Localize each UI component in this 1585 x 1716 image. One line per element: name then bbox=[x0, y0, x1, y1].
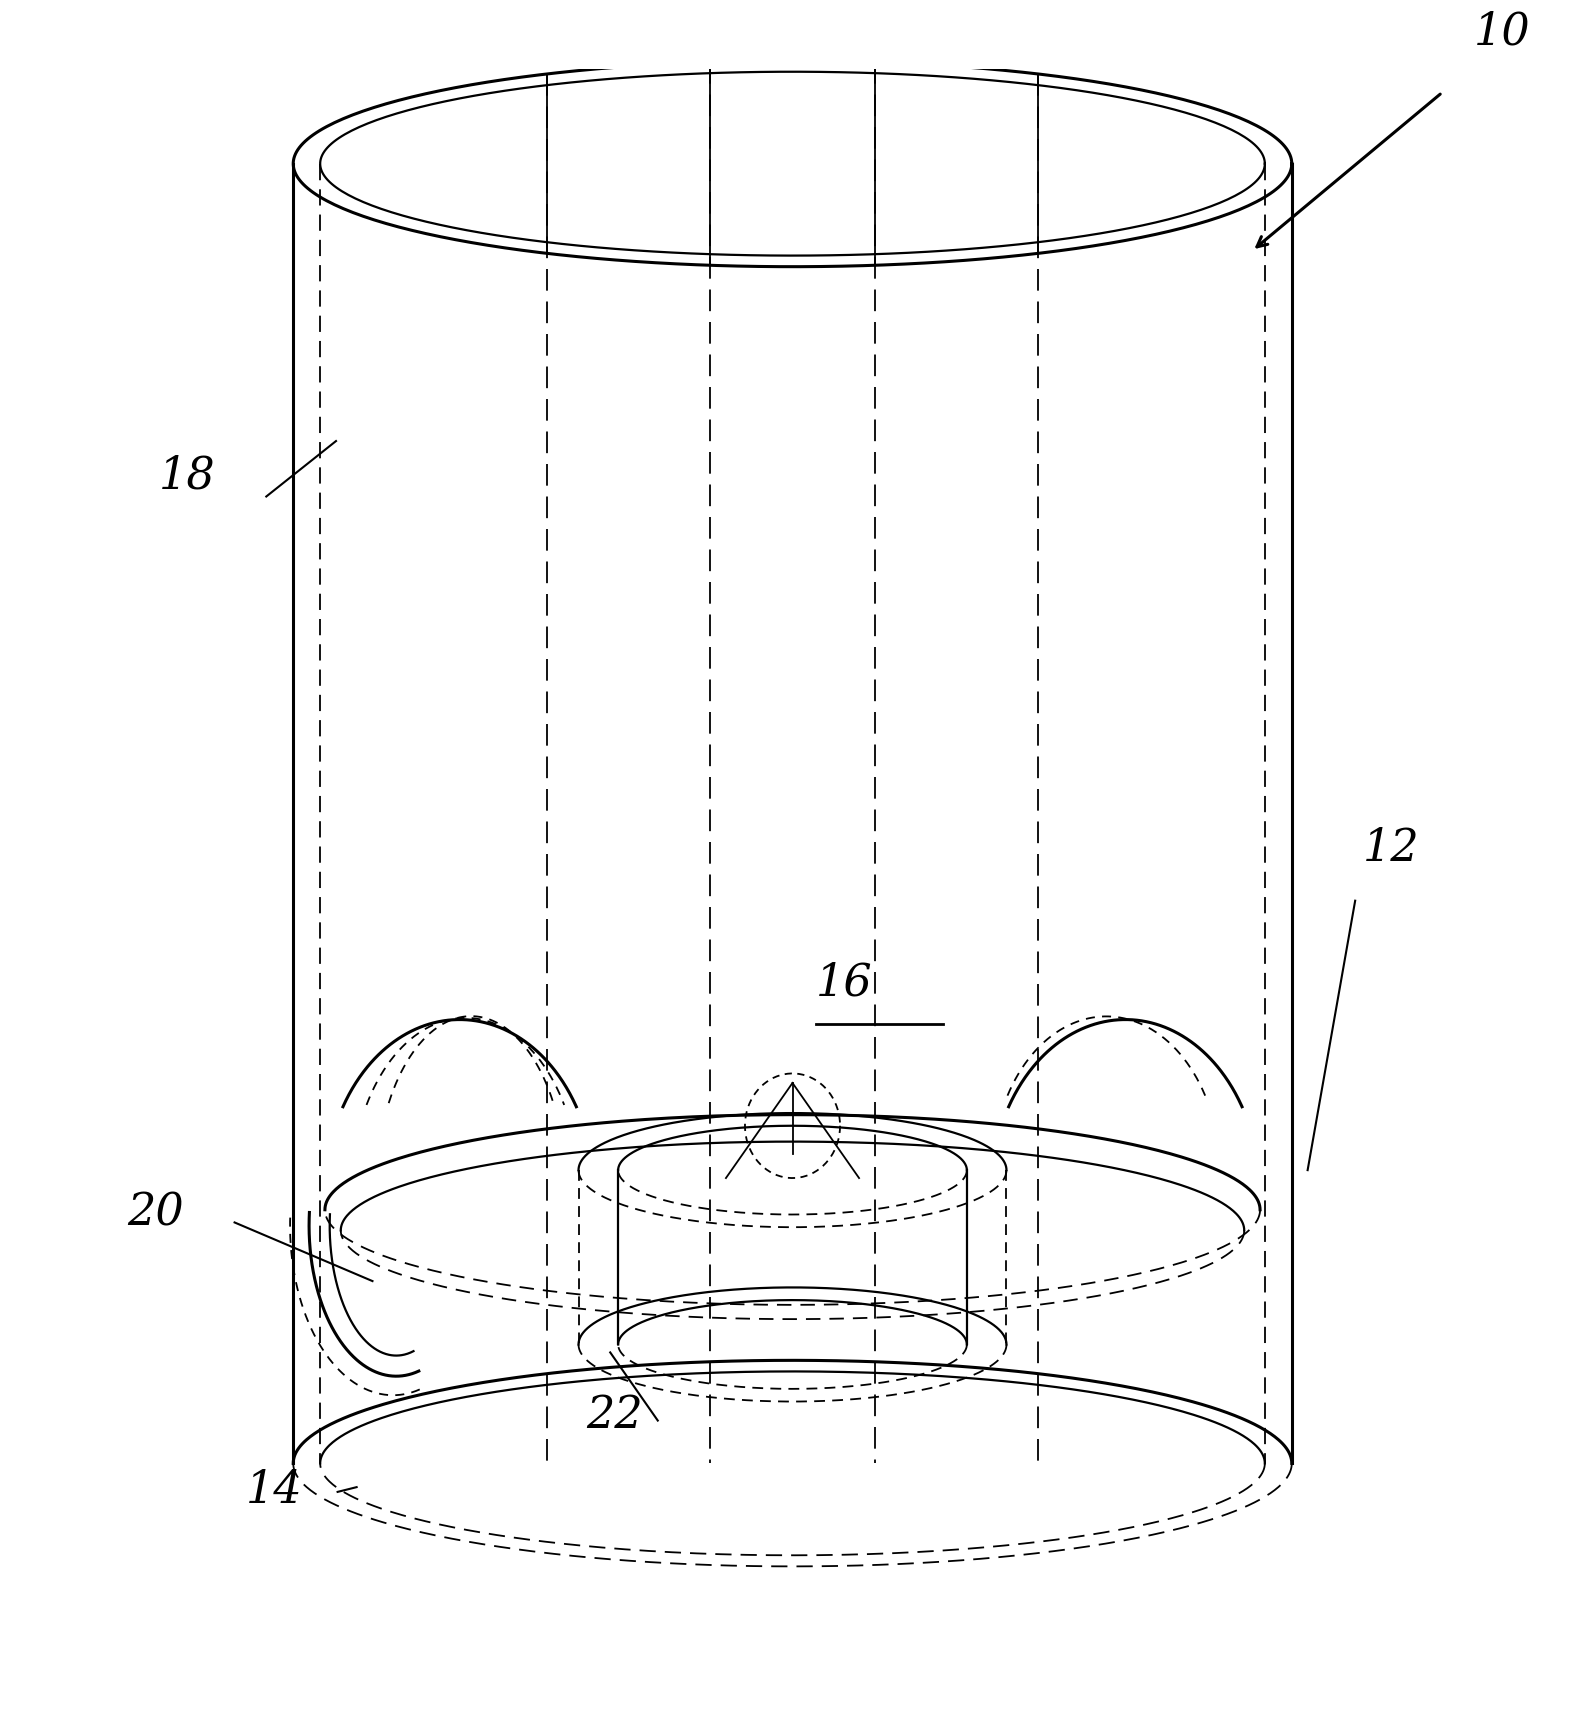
Text: 22: 22 bbox=[586, 1395, 644, 1438]
Text: 14: 14 bbox=[246, 1469, 303, 1512]
Text: 12: 12 bbox=[1363, 827, 1420, 870]
Text: 16: 16 bbox=[816, 961, 873, 1006]
Text: 18: 18 bbox=[158, 455, 216, 498]
Text: 10: 10 bbox=[1474, 10, 1531, 53]
Text: 20: 20 bbox=[127, 1191, 184, 1234]
